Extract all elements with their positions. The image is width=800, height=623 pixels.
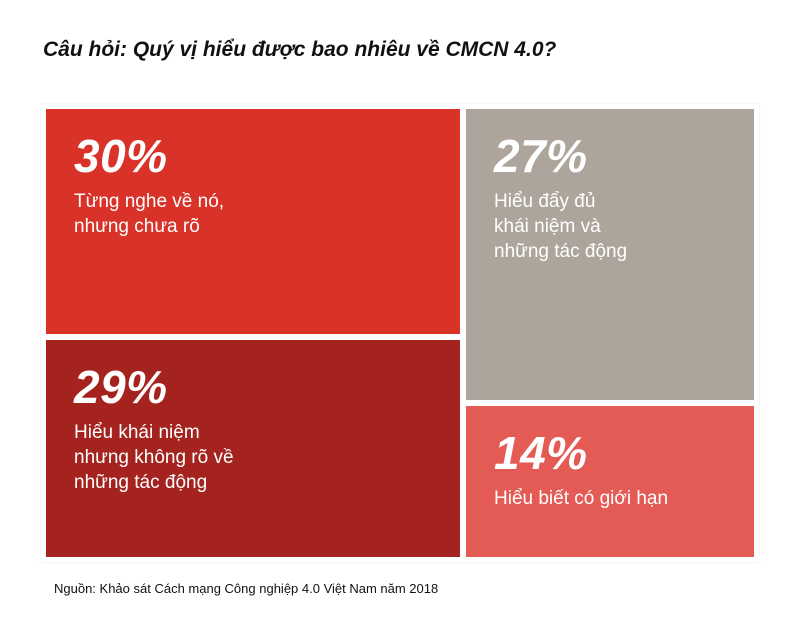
tile-value: 30% xyxy=(74,130,168,182)
tile-heard-not-clear: 30% Từng nghe về nó, nhưng chưa rõ xyxy=(46,109,460,334)
tile-full-understanding: 27% Hiểu đẩy đủ khái niệm và những tác độ… xyxy=(466,109,754,400)
tile-value: 29% xyxy=(74,361,168,413)
tile-label: Hiểu biết có giới hạn xyxy=(494,488,669,509)
tile-label: Hiểu đẩy đủ khái niệm và những tác động xyxy=(494,191,628,262)
source-note: Nguồn: Khảo sát Cách mạng Công nghiệp 4.… xyxy=(54,581,439,596)
treemap: 30% Từng nghe về nó, nhưng chưa rõ 29% Hiểu… xyxy=(41,104,759,562)
tile-concept-unclear-impact: 29% Hiểu khái niệm nhưng không rõ về nhữn… xyxy=(46,340,460,557)
tile-label: Từng nghe về nó, nhưng chưa rõ xyxy=(74,191,225,237)
tile-value: 14% xyxy=(494,427,588,479)
tile-label: Hiểu khái niệm nhưng không rõ về những t… xyxy=(74,422,234,493)
tile-value: 27% xyxy=(494,130,588,182)
chart-title: Câu hỏi: Quý vị hiểu được bao nhiêu về C… xyxy=(43,38,557,61)
tile-limited-understanding: 14% Hiểu biết có giới hạn xyxy=(466,406,754,557)
